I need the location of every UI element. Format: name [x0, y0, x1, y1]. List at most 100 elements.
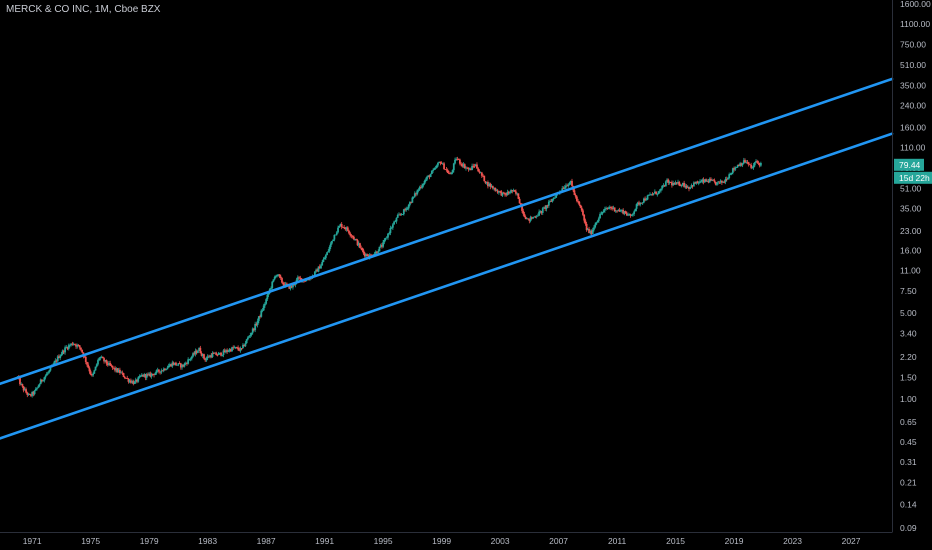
candle-body	[49, 367, 52, 371]
candle-body	[265, 299, 268, 304]
candle-body	[359, 243, 361, 248]
price-tick-label: 110.00	[900, 142, 926, 152]
candle-body	[752, 165, 755, 168]
candle-body	[354, 239, 356, 240]
candle-body	[511, 190, 514, 192]
candle-body	[229, 349, 232, 352]
candle-body	[406, 208, 409, 210]
candle-body	[149, 373, 152, 377]
candle-body	[164, 368, 166, 371]
candle-body	[114, 367, 116, 371]
candle-body	[719, 180, 722, 183]
candle-body	[43, 377, 46, 381]
candle-body	[405, 208, 408, 211]
candle-body	[474, 164, 477, 167]
candle-body	[374, 251, 377, 254]
candle-body	[60, 354, 63, 356]
time-tick-label: 2027	[842, 536, 861, 546]
candle-body	[316, 269, 319, 272]
candle-body	[526, 218, 528, 220]
candle-body	[53, 362, 56, 366]
candle-body	[680, 184, 683, 186]
candle-body	[45, 373, 48, 376]
candle-body	[90, 374, 93, 376]
price-tick-label: 3.40	[900, 329, 917, 339]
candle-body	[67, 345, 70, 349]
candle-body	[83, 356, 86, 358]
candle-body	[707, 180, 710, 183]
time-tick-label: 1987	[257, 536, 276, 546]
candle-body	[220, 352, 222, 356]
candle-body	[376, 251, 378, 253]
candle-body	[192, 353, 194, 357]
candle-body	[89, 371, 92, 375]
candle-body	[427, 175, 430, 177]
candle-body	[239, 348, 242, 351]
candle-body	[611, 208, 614, 209]
candle-body	[360, 247, 363, 249]
candle-body	[738, 165, 740, 167]
candle-body	[134, 379, 137, 382]
candle-body	[189, 358, 192, 360]
candle-body	[317, 266, 320, 272]
candle-body	[577, 200, 579, 202]
candle-body	[296, 277, 299, 280]
candle-body	[71, 343, 74, 345]
candle-body	[675, 182, 678, 184]
candle-body	[238, 349, 241, 351]
candle-body	[450, 172, 453, 174]
price-tick-label: 0.45	[900, 437, 917, 447]
candle-body	[706, 180, 709, 182]
candle-body	[88, 367, 91, 372]
candle-body	[578, 201, 581, 205]
candle-body	[432, 169, 434, 171]
candle-body	[256, 320, 259, 326]
candle-body	[499, 191, 502, 193]
candle-body	[630, 214, 633, 216]
candle-body	[690, 185, 693, 188]
price-tick-label: 5.00	[900, 308, 917, 318]
candle-body	[538, 211, 540, 216]
candle-body	[539, 210, 542, 212]
candle-body	[288, 284, 291, 289]
candle-body	[100, 356, 103, 358]
candle-body	[357, 243, 360, 246]
candle-body	[289, 286, 292, 289]
candle-body	[254, 323, 257, 331]
candle-body	[125, 377, 127, 379]
candle-body	[722, 181, 725, 183]
price-tick-label: 0.21	[900, 478, 917, 488]
candle-body	[501, 192, 504, 196]
candle-body	[519, 203, 522, 205]
candle-body	[472, 165, 475, 167]
candle-body	[26, 392, 29, 395]
candle-body	[361, 248, 364, 251]
candle-body	[398, 214, 400, 216]
candle-body	[639, 202, 642, 205]
candle-body	[151, 373, 154, 375]
candle-body	[356, 240, 359, 246]
candle-body	[504, 192, 506, 195]
candle-body	[679, 185, 682, 187]
candle-body	[154, 373, 157, 375]
candle-body	[506, 192, 509, 196]
candle-body	[329, 243, 332, 248]
candle-body	[243, 344, 246, 347]
candle-body	[39, 379, 42, 385]
candle-body	[170, 364, 172, 367]
candle-body	[523, 213, 526, 218]
candle-body	[632, 213, 634, 215]
candle-body	[158, 369, 160, 372]
candle-body	[93, 370, 96, 374]
candle-body	[128, 380, 131, 382]
candle-body	[240, 348, 243, 349]
candle-body	[641, 202, 644, 204]
price-tick-label: 0.65	[900, 417, 917, 427]
candle-body	[277, 274, 280, 276]
candle-body	[19, 377, 21, 385]
candle-body	[740, 163, 743, 166]
candle-body	[383, 239, 386, 243]
candle-body	[604, 208, 606, 211]
candle-body	[279, 276, 282, 279]
